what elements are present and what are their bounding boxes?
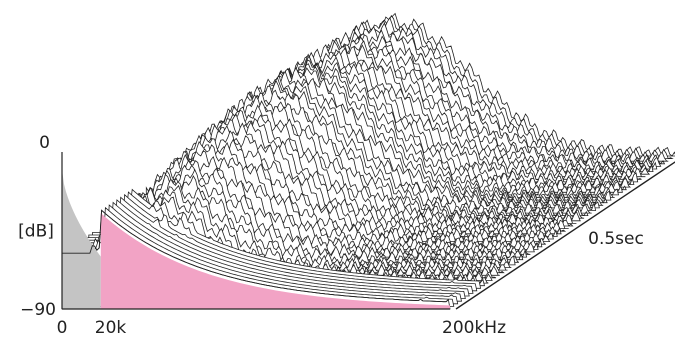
band-fills (62, 169, 451, 309)
y-tick-label-0: 0 (39, 133, 50, 153)
x-tick-label-200khz: 200kHz (442, 318, 506, 338)
ultrasonic-band-region (100, 213, 451, 309)
y-axis-label: [dB] (18, 222, 54, 242)
time-axis-label: 0.5sec (588, 229, 644, 249)
spectrum-slices (61, 12, 675, 310)
audible-band-region (62, 169, 101, 309)
y-tick-label-minus90: −90 (20, 300, 56, 320)
axis-labels: 0 −90 [dB] 0 20k 200kHz 0.5sec (18, 133, 644, 338)
x-tick-label-0: 0 (57, 318, 68, 338)
time-axis-line (455, 161, 675, 310)
front-spectrum-slice (62, 209, 449, 303)
x-tick-label-20k: 20k (95, 318, 127, 338)
axes (61, 152, 675, 310)
